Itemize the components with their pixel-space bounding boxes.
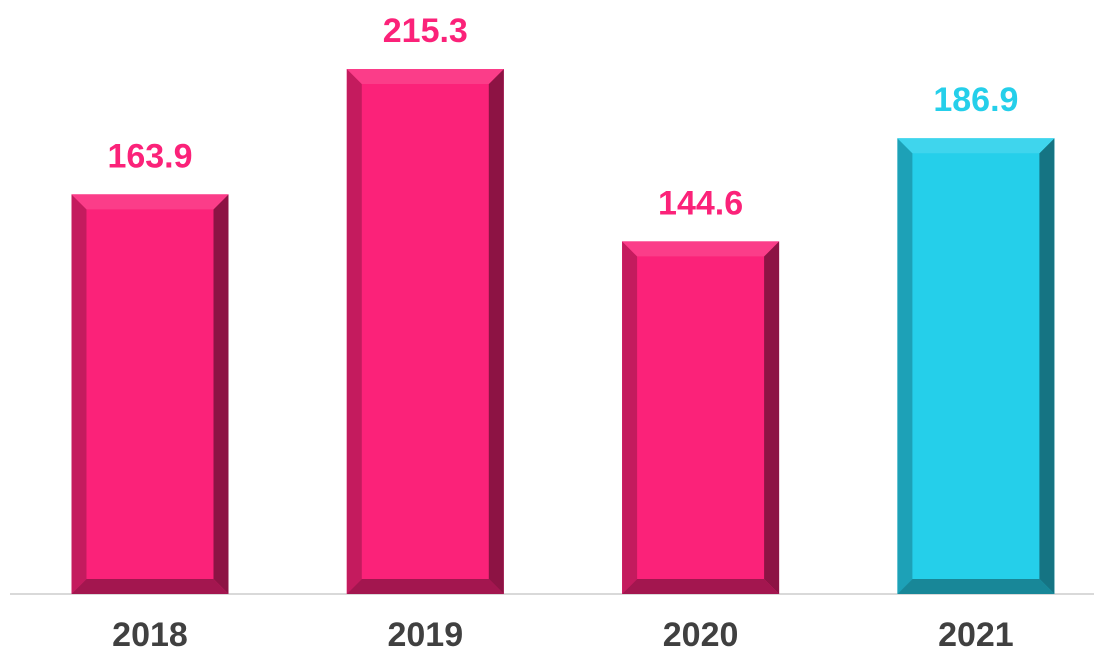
bar-bevel bbox=[622, 241, 780, 257]
bar bbox=[622, 241, 780, 594]
value-label: 215.3 bbox=[383, 12, 468, 50]
bar-bevel bbox=[897, 138, 1055, 154]
bar-bevel bbox=[346, 69, 362, 594]
value-label: 163.9 bbox=[107, 137, 192, 175]
bar-bevel bbox=[897, 138, 913, 595]
bar-bevel bbox=[622, 579, 780, 594]
bar bbox=[71, 194, 229, 595]
bar-bevel bbox=[346, 579, 504, 594]
bar-bevel bbox=[764, 241, 780, 594]
bar-bevel bbox=[1039, 138, 1055, 595]
x-tick-label: 2018 bbox=[112, 616, 188, 654]
bar-bevel bbox=[622, 241, 638, 594]
x-tick-label: 2019 bbox=[387, 616, 463, 654]
bar bbox=[346, 69, 504, 594]
bar bbox=[897, 138, 1055, 595]
bar-bevel bbox=[71, 579, 229, 594]
x-tick-label: 2021 bbox=[938, 616, 1014, 654]
bar-bevel bbox=[488, 69, 504, 594]
bar-bevel bbox=[71, 194, 87, 595]
value-label: 144.6 bbox=[658, 184, 743, 222]
value-label: 186.9 bbox=[933, 81, 1018, 119]
bar-bevel bbox=[897, 579, 1055, 594]
bar-bevel bbox=[71, 194, 229, 210]
bar-bevel bbox=[213, 194, 229, 595]
bar-bevel bbox=[346, 69, 504, 84]
x-tick-label: 2020 bbox=[663, 616, 739, 654]
